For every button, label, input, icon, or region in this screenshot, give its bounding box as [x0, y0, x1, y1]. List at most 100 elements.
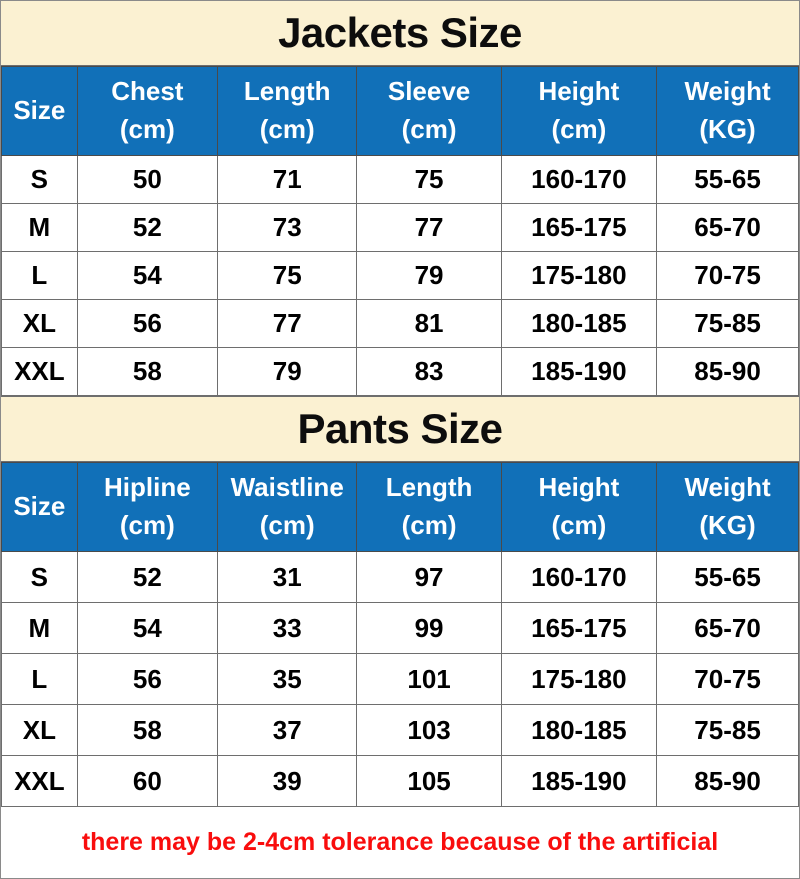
size-cell: S [1, 551, 78, 603]
column-unit: (cm) [401, 510, 457, 540]
jackets-title-banner: Jackets Size [1, 1, 799, 66]
value-cell: 54 [76, 602, 218, 654]
value-cell: 85-90 [656, 347, 799, 396]
column-unit: (cm) [119, 510, 175, 540]
column-label: Chest [111, 76, 184, 107]
column-label: Length [385, 472, 473, 503]
value-cell: 101 [356, 653, 502, 705]
value-cell: 175-180 [500, 653, 658, 705]
value-cell: 160-170 [500, 551, 658, 603]
table-row: XXL 58 79 83 185-190 85-90 [1, 347, 799, 396]
column-label: Weight [684, 76, 771, 107]
table-row: XL 58 37 103 180-185 75-85 [1, 704, 799, 756]
value-cell: 185-190 [500, 347, 658, 396]
pants-header-row: Size Hipline (cm) Waistline (cm) Length … [1, 462, 799, 552]
size-cell: M [1, 203, 78, 252]
size-cell: XXL [1, 347, 78, 396]
value-cell: 70-75 [656, 653, 799, 705]
value-cell: 75 [356, 155, 502, 204]
size-cell: XL [1, 299, 78, 348]
table-row: L 56 35 101 175-180 70-75 [1, 653, 799, 705]
value-cell: 185-190 [500, 755, 658, 807]
value-cell: 56 [76, 653, 218, 705]
column-unit: (cm) [119, 114, 175, 144]
column-header-height: Height (cm) [500, 462, 658, 552]
pants-title-banner: Pants Size [1, 396, 799, 462]
column-label: Weight [684, 472, 771, 503]
column-unit: (cm) [259, 510, 315, 540]
value-cell: 85-90 [656, 755, 799, 807]
column-header-sleeve: Sleeve (cm) [356, 66, 502, 156]
value-cell: 65-70 [656, 602, 799, 654]
column-label: Hipline [104, 472, 191, 503]
column-label: Height [538, 472, 620, 503]
column-unit: (KG) [699, 114, 756, 144]
column-header-size: Size [1, 66, 78, 156]
value-cell: 160-170 [500, 155, 658, 204]
column-unit: (cm) [551, 114, 607, 144]
value-cell: 175-180 [500, 251, 658, 300]
value-cell: 52 [76, 551, 218, 603]
value-cell: 58 [76, 347, 218, 396]
value-cell: 99 [356, 602, 502, 654]
value-cell: 79 [356, 251, 502, 300]
size-cell: M [1, 602, 78, 654]
value-cell: 55-65 [656, 155, 799, 204]
value-cell: 70-75 [656, 251, 799, 300]
table-row: L 54 75 79 175-180 70-75 [1, 251, 799, 300]
column-header-waistline: Waistline (cm) [216, 462, 358, 552]
column-header-weight: Weight (KG) [656, 462, 799, 552]
value-cell: 58 [76, 704, 218, 756]
value-cell: 39 [216, 755, 358, 807]
pants-title: Pants Size [297, 405, 503, 452]
table-row: M 54 33 99 165-175 65-70 [1, 602, 799, 654]
value-cell: 165-175 [500, 602, 658, 654]
value-cell: 65-70 [656, 203, 799, 252]
value-cell: 37 [216, 704, 358, 756]
column-unit: (cm) [401, 114, 457, 144]
value-cell: 52 [76, 203, 218, 252]
size-cell: L [1, 251, 78, 300]
value-cell: 75-85 [656, 704, 799, 756]
value-cell: 79 [216, 347, 358, 396]
tolerance-note: there may be 2-4cm tolerance because of … [81, 828, 719, 856]
value-cell: 55-65 [656, 551, 799, 603]
column-unit: (cm) [551, 510, 607, 540]
tolerance-note-bar: there may be 2-4cm tolerance because of … [1, 807, 799, 878]
value-cell: 165-175 [500, 203, 658, 252]
column-unit: (KG) [699, 510, 756, 540]
column-label: Height [538, 76, 620, 107]
column-header-weight: Weight (KG) [656, 66, 799, 156]
value-cell: 83 [356, 347, 502, 396]
table-row: M 52 73 77 165-175 65-70 [1, 203, 799, 252]
column-header-length: Length (cm) [356, 462, 502, 552]
size-cell: XL [1, 704, 78, 756]
jackets-header-row: Size Chest (cm) Length (cm) Sleeve (cm) … [1, 66, 799, 156]
value-cell: 180-185 [500, 299, 658, 348]
value-cell: 97 [356, 551, 502, 603]
value-cell: 77 [356, 203, 502, 252]
column-label: Length [243, 76, 331, 107]
value-cell: 31 [216, 551, 358, 603]
column-label: Waistline [230, 472, 344, 503]
value-cell: 73 [216, 203, 358, 252]
column-header-chest: Chest (cm) [76, 66, 218, 156]
column-label: Size [13, 95, 66, 126]
value-cell: 105 [356, 755, 502, 807]
size-cell: L [1, 653, 78, 705]
value-cell: 75-85 [656, 299, 799, 348]
column-header-hipline: Hipline (cm) [76, 462, 218, 552]
value-cell: 81 [356, 299, 502, 348]
size-cell: XXL [1, 755, 78, 807]
value-cell: 56 [76, 299, 218, 348]
table-row: S 50 71 75 160-170 55-65 [1, 155, 799, 204]
value-cell: 75 [216, 251, 358, 300]
jackets-title: Jackets Size [278, 9, 522, 56]
column-label: Sleeve [387, 76, 471, 107]
jackets-size-table: Size Chest (cm) Length (cm) Sleeve (cm) … [1, 66, 799, 396]
table-row: S 52 31 97 160-170 55-65 [1, 551, 799, 603]
value-cell: 103 [356, 704, 502, 756]
value-cell: 60 [76, 755, 218, 807]
column-header-length: Length (cm) [216, 66, 358, 156]
